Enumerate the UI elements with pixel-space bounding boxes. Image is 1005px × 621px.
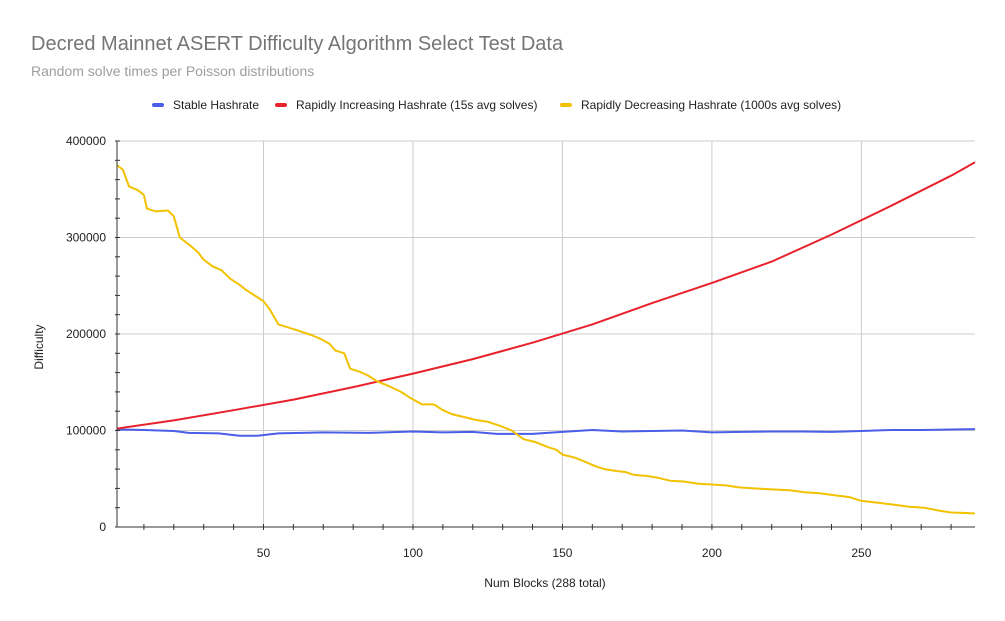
x-tick-label: 150 <box>552 546 572 560</box>
series-layer <box>116 161 976 515</box>
x-tick-label: 250 <box>851 546 871 560</box>
series-line-0 <box>116 428 976 437</box>
legend-swatch <box>275 103 287 107</box>
legend-label: Rapidly Decreasing Hashrate (1000s avg s… <box>581 98 841 112</box>
chart-title: Decred Mainnet ASERT Difficulty Algorith… <box>31 33 564 55</box>
legend-label: Rapidly Increasing Hashrate (15s avg sol… <box>296 98 537 112</box>
x-axis-title: Num Blocks (288 total) <box>484 576 605 590</box>
y-tick-label: 100000 <box>66 424 106 438</box>
y-tick-label: 0 <box>99 520 106 534</box>
y-tick-label: 200000 <box>66 327 106 341</box>
axes: 0 100000 200000 300000 400000 50 100 150 200 250 <box>66 134 975 560</box>
legend-swatch <box>152 103 164 107</box>
x-tick-label: 100 <box>403 546 423 560</box>
legend[interactable]: Stable Hashrate Rapidly Increasing Hashra… <box>152 98 841 112</box>
legend-item-0[interactable]: Stable Hashrate <box>152 98 259 112</box>
y-axis-title: Difficulty <box>32 324 46 369</box>
legend-label: Stable Hashrate <box>173 98 259 112</box>
x-tick-label: 200 <box>702 546 722 560</box>
legend-item-1[interactable]: Rapidly Increasing Hashrate (15s avg sol… <box>275 98 537 112</box>
y-tick-label: 300000 <box>66 231 106 245</box>
grid <box>117 140 975 527</box>
legend-item-2[interactable]: Rapidly Decreasing Hashrate (1000s avg s… <box>560 98 841 112</box>
series-line-2 <box>116 164 976 515</box>
series-line-1 <box>116 161 976 430</box>
x-tick-label: 50 <box>257 546 271 560</box>
y-tick-label: 400000 <box>66 134 106 148</box>
chart-subtitle: Random solve times per Poisson distribut… <box>31 63 315 79</box>
legend-swatch <box>560 103 572 107</box>
